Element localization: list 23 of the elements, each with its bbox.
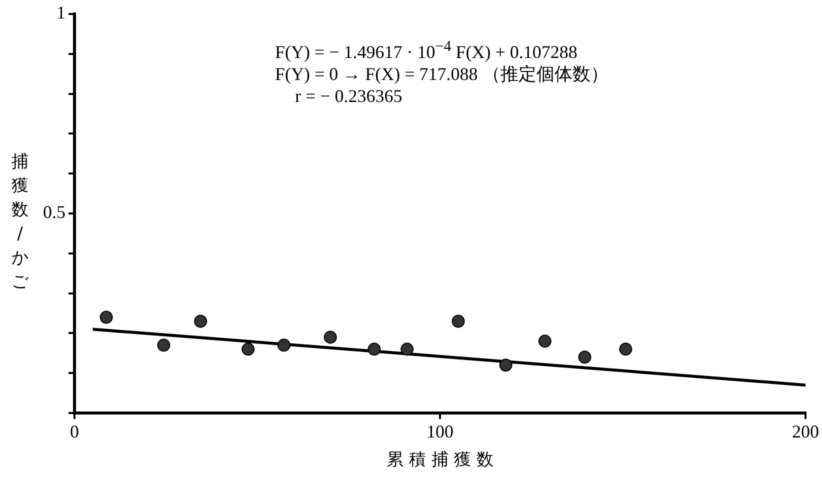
- y-tick-label: 0.5: [43, 202, 66, 222]
- point: [277, 338, 290, 352]
- point: [157, 338, 170, 352]
- point: [194, 314, 208, 328]
- point: [538, 334, 552, 348]
- x-axis-title: 累 積 捕 獲 数: [386, 450, 494, 470]
- point: [578, 350, 592, 364]
- y-axis-title: 捕獲数/かご: [10, 151, 30, 294]
- point: [619, 342, 632, 356]
- point: [452, 314, 465, 328]
- point: [242, 342, 255, 356]
- x-tick-label: 200: [792, 422, 819, 442]
- point: [324, 330, 337, 344]
- annotation: F(Y) = 0 → F(X) = 717.088 （推定個体数）: [275, 63, 608, 85]
- point: [499, 358, 512, 372]
- x-tick-label: 0: [70, 422, 79, 442]
- annotation: F(Y) = − 1.49617 · 10$^{−4}$ F(X) + 0.107288: [275, 38, 578, 63]
- annotation: r = − 0.236365: [294, 85, 404, 107]
- point: [400, 342, 414, 356]
- point: [100, 310, 113, 324]
- y-tick-label: 1: [56, 2, 66, 23]
- point: [368, 342, 381, 356]
- x-tick-label: 100: [426, 422, 454, 442]
